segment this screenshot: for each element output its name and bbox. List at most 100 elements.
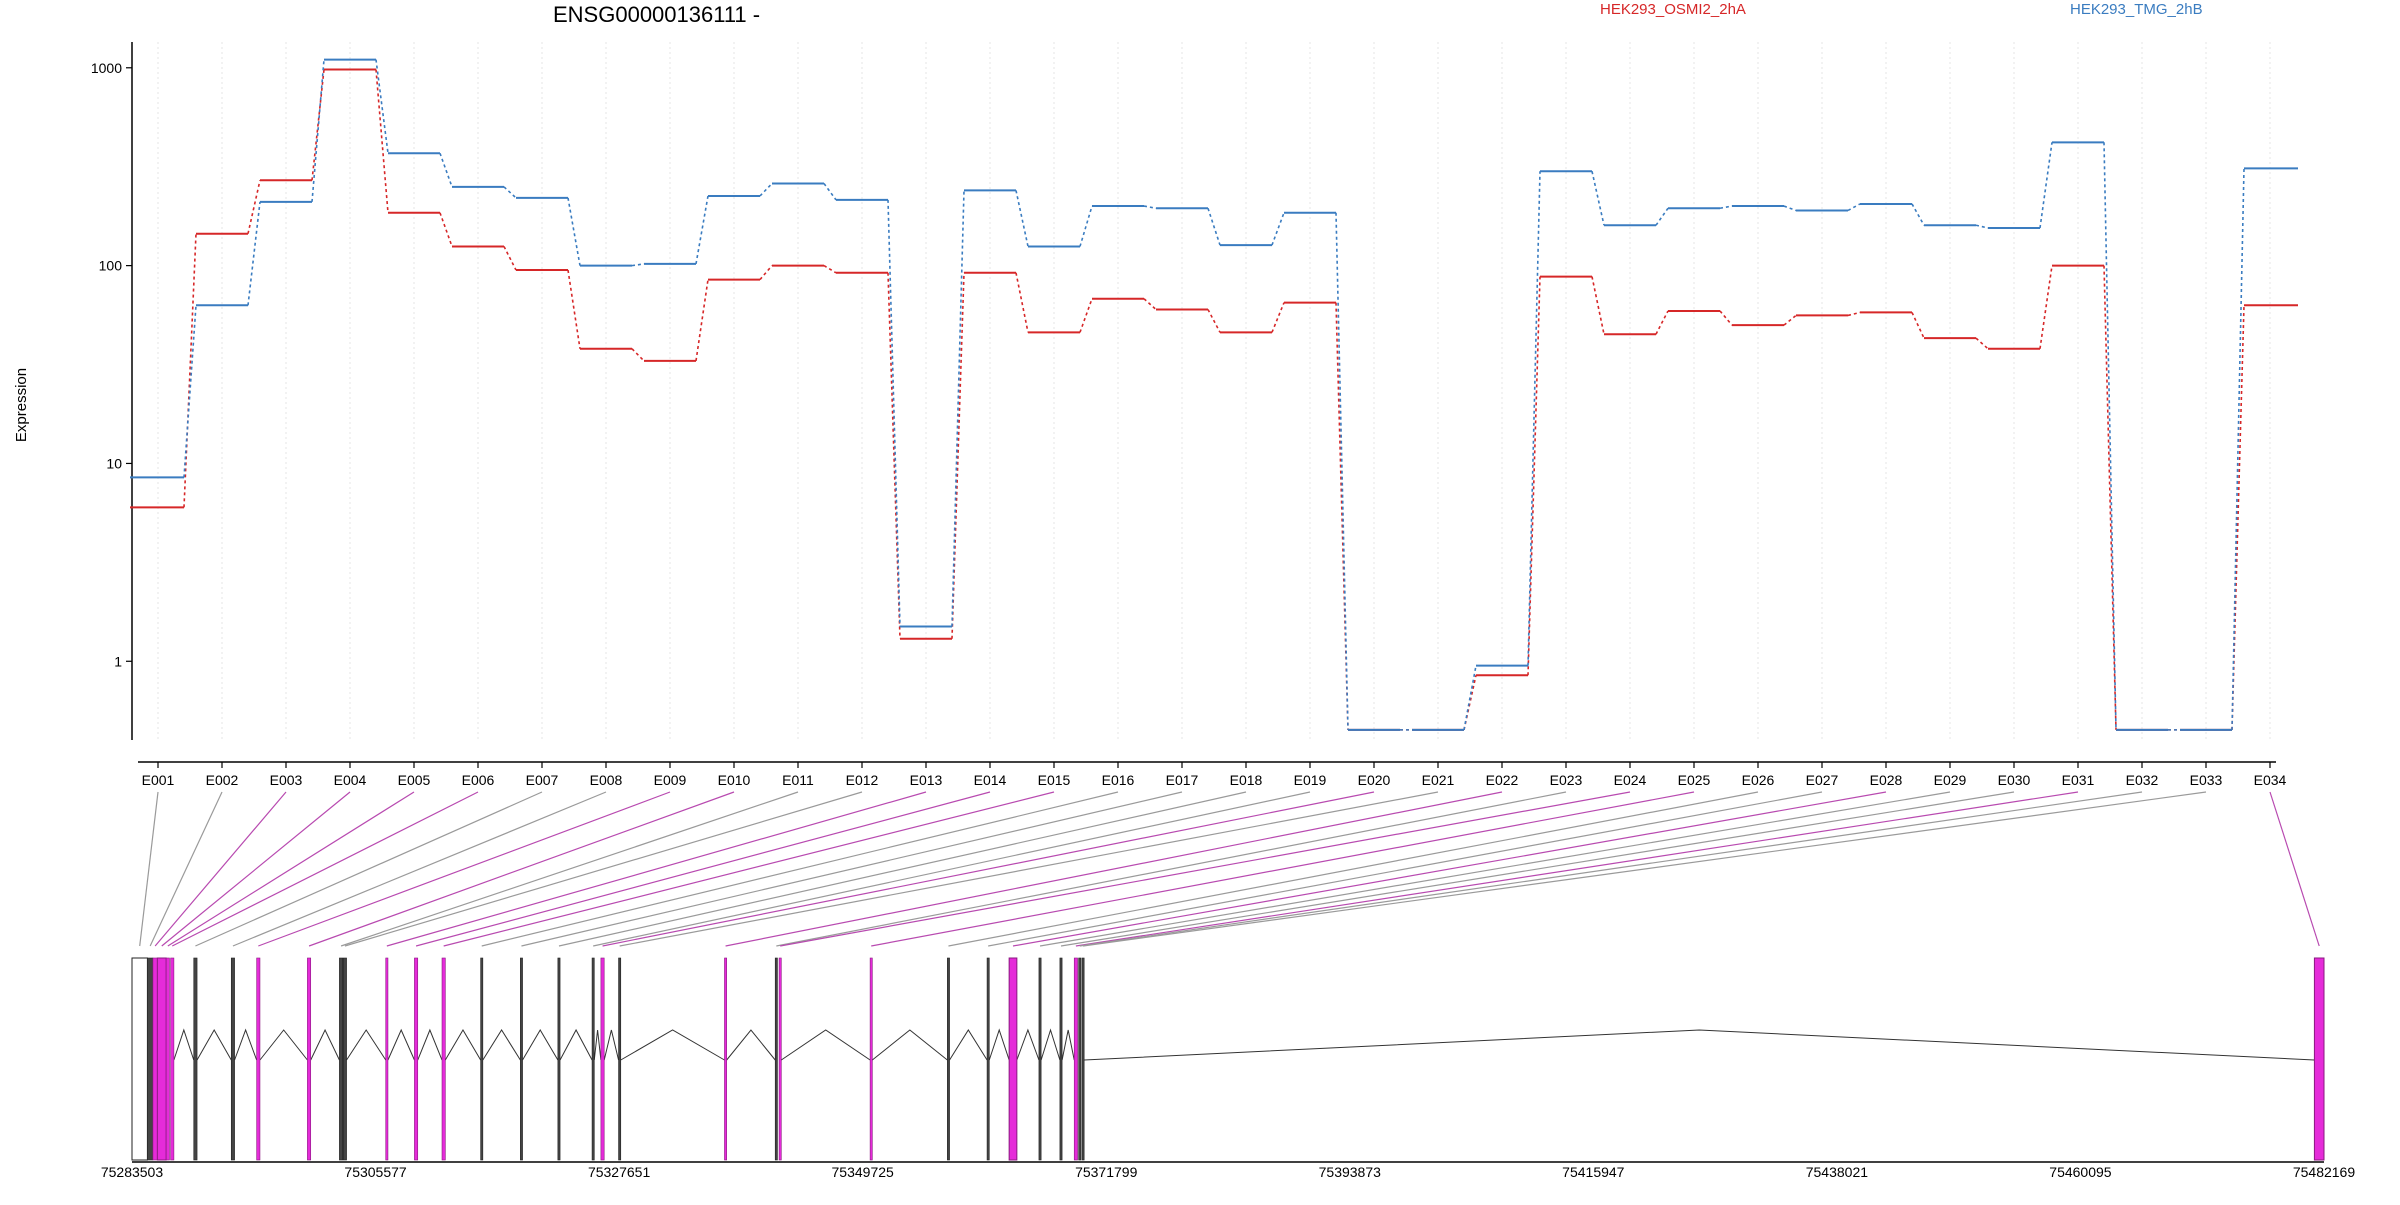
x-tick-label: E010 <box>718 772 751 788</box>
connector-E003 <box>154 791 287 947</box>
exon-E012 <box>342 957 347 1161</box>
x-tick-label: E029 <box>1934 772 1967 788</box>
x-tick-label: E003 <box>270 772 303 788</box>
x-tick-label: E030 <box>1998 772 2031 788</box>
series-1-connector <box>567 269 581 349</box>
series-2-connector <box>1719 205 1733 210</box>
exon-E026 <box>947 957 950 1161</box>
x-axis: E001 E002 E003 E004 E005 E006 E007 E008 E009 E010… <box>138 761 2287 788</box>
exon-E015 <box>441 957 446 1161</box>
coord-tick-label: 75438021 <box>1806 1164 1869 1180</box>
connector-E008 <box>232 791 607 947</box>
intron-line <box>1040 1028 1061 1061</box>
series-2-connector <box>2231 168 2245 730</box>
series-2-connector <box>1527 171 1541 666</box>
y-axis: 1 10 100 1000 <box>91 42 133 740</box>
connector-E016 <box>481 791 1119 947</box>
gene-model <box>131 957 2325 1161</box>
series-1-connector <box>439 212 453 247</box>
exon-E018 <box>557 957 561 1161</box>
series-1-connector <box>1719 310 1733 326</box>
connector-E027 <box>988 791 1823 947</box>
exon-E019 <box>591 957 595 1161</box>
coord-tick-label: 75482169 <box>2293 1164 2356 1180</box>
series-2-connector <box>1591 171 1605 226</box>
connector-E028 <box>1012 791 1887 947</box>
series-2-connector <box>1655 207 1669 226</box>
series-2-connector <box>439 152 453 188</box>
series-2-connector <box>1015 190 1029 247</box>
series-1-connector <box>823 264 837 274</box>
coord-tick-label: 75415947 <box>1562 1164 1625 1180</box>
series-1-connector <box>1975 337 1989 350</box>
exon-E009 <box>256 957 261 1161</box>
series-1-connector <box>2231 305 2245 730</box>
series-1-connector <box>1655 310 1669 335</box>
x-tick-label: E007 <box>526 772 559 788</box>
exon-E008 <box>230 957 235 1161</box>
connector-E024 <box>780 791 1631 947</box>
series-2-connector <box>2103 142 2117 730</box>
x-tick-label: E016 <box>1102 772 1135 788</box>
series-1 <box>130 68 2298 731</box>
x-tick-label: E006 <box>462 772 495 788</box>
exon-E034 <box>2313 957 2325 1161</box>
intron-line <box>417 1028 443 1061</box>
connector-E034 <box>2269 791 2320 947</box>
series-1-connector <box>759 265 773 281</box>
connector-E022 <box>725 791 1503 947</box>
series-1-connector <box>247 180 261 234</box>
connector-E009 <box>258 791 671 947</box>
y-tick-label: 100 <box>99 258 123 274</box>
series-2-connector <box>823 183 837 201</box>
x-tick-label: E012 <box>846 772 879 788</box>
x-tick-label: E026 <box>1742 772 1775 788</box>
series-1-connector <box>1015 272 1029 333</box>
series-1-connector <box>1143 298 1157 311</box>
exon-E027 <box>986 957 990 1161</box>
connector-E010 <box>308 791 735 947</box>
exon-E001 <box>131 957 148 1161</box>
series-1-connector <box>887 272 901 639</box>
connector-E013 <box>386 791 927 947</box>
intron-line <box>346 1029 387 1061</box>
x-tick-label: E009 <box>654 772 687 788</box>
connector-E006 <box>171 791 479 947</box>
x-tick-label: E013 <box>910 772 943 788</box>
series-2-connector <box>1335 212 1349 730</box>
connector-E025 <box>871 791 1695 947</box>
x-tick-label: E027 <box>1806 772 1839 788</box>
connector-E023 <box>776 791 1567 947</box>
x-tick-label: E011 <box>782 772 814 788</box>
series-1-connector <box>631 348 645 362</box>
exon-E007 <box>193 957 198 1161</box>
exon-E020 <box>600 957 605 1161</box>
x-tick-label: E023 <box>1550 772 1583 788</box>
x-tick-label: E031 <box>2062 772 2095 788</box>
exon-E021 <box>618 957 622 1161</box>
intron-line <box>482 1029 521 1061</box>
coord-tick-label: 75371799 <box>1075 1164 1138 1180</box>
intron-line <box>726 1029 776 1061</box>
series-2-connector <box>695 195 709 265</box>
x-tick-label: E017 <box>1166 772 1199 788</box>
exon-E014 <box>414 957 419 1161</box>
x-tick-label: E015 <box>1038 772 1071 788</box>
exon-E028 <box>1008 957 1018 1161</box>
legend-series-1: HEK293_OSMI2_2hA <box>1600 1 1746 18</box>
connector-E026 <box>948 791 1759 947</box>
x-tick-label: E001 <box>142 772 175 788</box>
exon-E030 <box>1059 957 1063 1161</box>
series-2-connector <box>503 186 517 199</box>
genomic-coordinate-axis: 75283503 75305577 75327651 75349725 75371799… <box>101 1161 2356 1180</box>
exon-E004 <box>156 957 167 1161</box>
intron-line <box>387 1028 415 1061</box>
coord-tick-label: 75349725 <box>832 1164 895 1180</box>
series-2-connector <box>183 305 197 478</box>
intron-line <box>444 1029 482 1061</box>
exon-E023 <box>774 957 778 1161</box>
intron-line <box>522 1029 559 1061</box>
exon-E002 <box>147 957 154 1161</box>
